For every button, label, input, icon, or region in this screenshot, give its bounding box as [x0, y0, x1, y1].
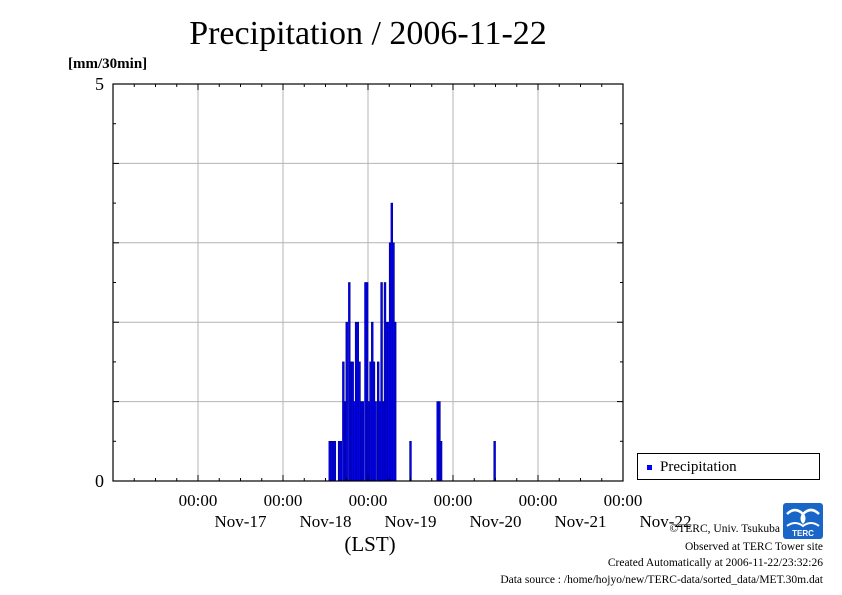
x-tick-time-label: 00:00: [179, 491, 218, 510]
x-tick-time-label: 00:00: [519, 491, 558, 510]
copyright-text: ©TERC, Univ. Tsukuba: [669, 523, 780, 535]
x-tick-date-label: Nov-17: [215, 512, 267, 531]
legend: Precipitation: [637, 453, 820, 480]
legend-swatch: [647, 465, 652, 470]
precipitation-bar: [339, 440, 342, 482]
precipitation-bar: [333, 440, 337, 482]
x-tick-time-label: 00:00: [349, 491, 388, 510]
terc-logo-text: TERC: [792, 529, 814, 538]
x-tick-time-label: 00:00: [604, 491, 643, 510]
terc-logo: TERC: [783, 503, 823, 539]
x-tick-time-label: 00:00: [434, 491, 473, 510]
x-tick-date-label: Nov-18: [300, 512, 352, 531]
x-tick-date-label: Nov-20: [470, 512, 522, 531]
y-tick-label: 0: [95, 471, 104, 491]
precipitation-bar: [493, 440, 496, 482]
precipitation-bar: [439, 440, 443, 482]
precipitation-bar: [361, 401, 365, 482]
precipitation-bar: [345, 321, 348, 482]
created-timestamp: Created Automatically at 2006-11-22/23:3…: [607, 557, 823, 569]
x-tick-date-label: Nov-19: [385, 512, 437, 531]
chart-tick-labels: 0 5 00:00 Nov-17 00:00 Nov-18 00:00 Nov-19 00:00…: [95, 74, 691, 531]
chart-title: Precipitation / 2006-11-22: [189, 15, 547, 52]
x-axis-label: (LST): [344, 532, 396, 556]
y-tick-label: 5: [95, 74, 104, 94]
precipitation-bars: [328, 202, 496, 482]
data-source-text: Data source : /home/hojyo/new/TERC-data/…: [500, 574, 823, 586]
chart-axes: [112, 83, 624, 482]
precipitation-bar: [394, 321, 397, 482]
x-tick-time-label: 00:00: [264, 491, 303, 510]
observed-site-text: Observed at TERC Tower site: [684, 541, 823, 553]
x-tick-date-label: Nov-22: [640, 512, 692, 531]
precipitation-bar: [374, 401, 377, 482]
y-axis-unit-label: [mm/30min]: [68, 56, 148, 72]
precipitation-bar: [409, 440, 412, 482]
legend-label: Precipitation: [660, 459, 737, 475]
x-tick-date-label: Nov-21: [555, 512, 607, 531]
